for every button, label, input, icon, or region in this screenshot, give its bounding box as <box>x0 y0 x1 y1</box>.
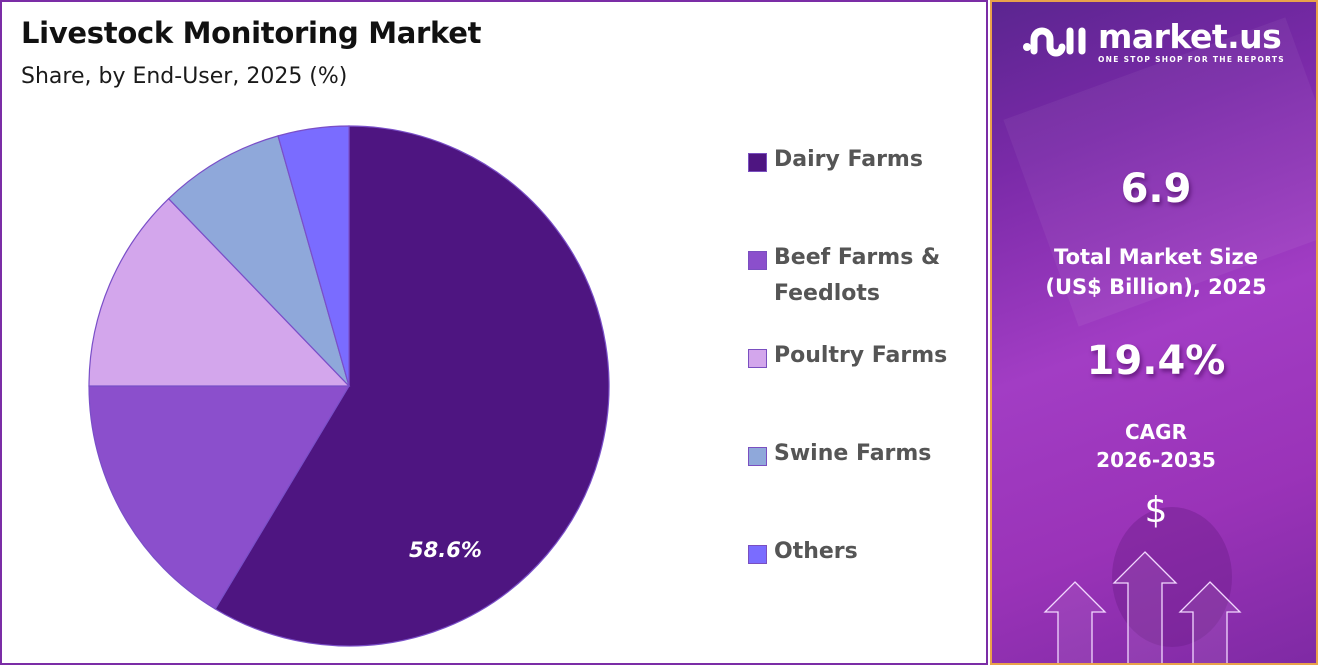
cagr-value: 19.4% <box>1086 338 1226 384</box>
legend-item-others[interactable]: Others <box>748 539 858 570</box>
market-size-value: 6.9 <box>1120 166 1192 212</box>
pie-slice-dairy-farms[interactable] <box>214 125 610 647</box>
dollar-icon: $ <box>1144 490 1168 531</box>
legend-item-beef-farms-feedlots[interactable]: Beef Farms & Feedlots <box>748 245 940 312</box>
legend-swatch-beef-farms <box>748 251 767 270</box>
legend-label: Poultry Farms <box>774 343 948 368</box>
legend-item-swine-farms[interactable]: Swine Farms <box>748 441 931 472</box>
market-size-label-line2: (US$ Billion), 2025 <box>1045 275 1267 299</box>
brand-tagline: ONE STOP SHOP FOR THE REPORTS <box>1098 55 1285 64</box>
chart-title: Livestock Monitoring Market <box>21 16 482 50</box>
market-us-logo-icon <box>1023 27 1086 57</box>
legend-item-dairy-farms[interactable]: Dairy Farms <box>748 147 923 178</box>
chart-panel: Livestock Monitoring Market Share, by En… <box>0 0 988 665</box>
brand-name: market.us <box>1098 17 1282 56</box>
legend-swatch-poultry-farms <box>748 349 767 368</box>
legend-swatch-swine-farms <box>748 447 767 466</box>
legend-label: Beef Farms & Feedlots <box>774 240 940 312</box>
background-coffee-cup-shape <box>1112 507 1232 647</box>
pie-slice-swine-farms[interactable] <box>167 135 350 387</box>
legend-label: Others <box>774 539 858 564</box>
legend-item-poultry-farms[interactable]: Poultry Farms <box>748 343 947 374</box>
growth-arrows-icon <box>1043 551 1242 663</box>
legend-swatch-dairy-farms <box>748 153 767 172</box>
brand-logo[interactable]: market.us ONE STOP SHOP FOR THE REPORTS <box>1022 20 1285 64</box>
pie-chart: 58.6% <box>2 2 702 665</box>
chart-subtitle: Share, by End-User, 2025 (%) <box>21 64 348 89</box>
legend-swatch-others <box>748 545 767 564</box>
cagr-label: CAGR 2026-2035 <box>992 418 1316 474</box>
legend-label: Swine Farms <box>774 441 932 466</box>
legend-label-line1: Beef Farms & <box>774 245 941 270</box>
summary-sidebar: market.us ONE STOP SHOP FOR THE REPORTS … <box>990 0 1318 665</box>
market-size-label-line1: Total Market Size <box>1054 245 1258 269</box>
pie-slice-others[interactable] <box>277 125 350 387</box>
legend-label-line2: Feedlots <box>774 281 880 306</box>
pie-slice-poultry-farms[interactable] <box>88 197 351 387</box>
pie-slice-beef-farms-feedlots[interactable] <box>88 385 351 610</box>
dairy-farms-data-label: 58.6% <box>409 538 482 562</box>
cagr-label-line1: CAGR <box>1125 420 1187 444</box>
cagr-label-line2: 2026-2035 <box>1096 448 1216 472</box>
market-size-label: Total Market Size (US$ Billion), 2025 <box>992 242 1316 302</box>
chart-legend: Dairy Farms Beef Farms & Feedlots Poultr… <box>748 2 978 665</box>
legend-label: Dairy Farms <box>774 147 923 172</box>
pie-chart-svg <box>88 125 610 647</box>
